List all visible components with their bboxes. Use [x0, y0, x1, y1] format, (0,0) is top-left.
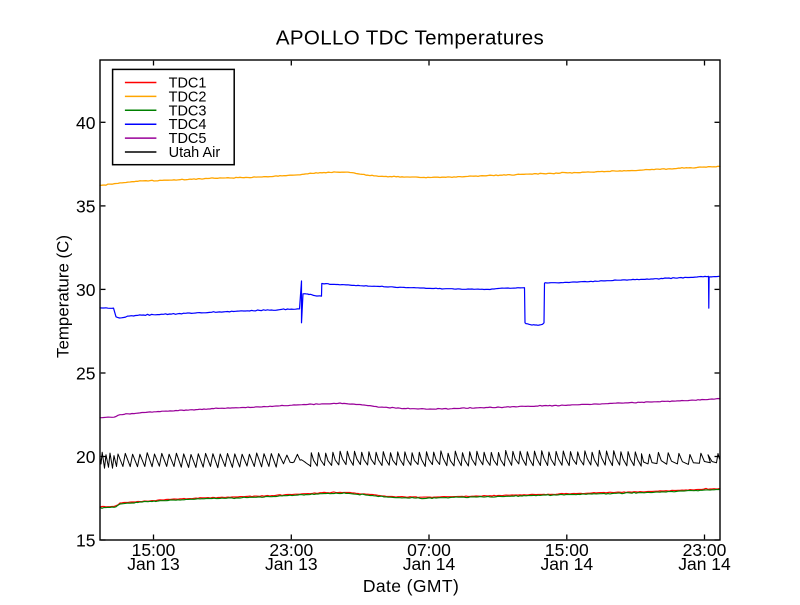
svg-text:Jan 13: Jan 13: [127, 554, 180, 574]
svg-text:TDC5: TDC5: [169, 131, 207, 147]
svg-text:30: 30: [76, 280, 96, 300]
svg-text:TDC3: TDC3: [169, 103, 207, 119]
svg-text:TDC4: TDC4: [169, 117, 207, 133]
svg-text:Utah Air: Utah Air: [169, 145, 221, 161]
svg-text:40: 40: [76, 113, 96, 133]
svg-text:15:00: 15:00: [132, 540, 176, 560]
svg-text:23:00: 23:00: [683, 540, 727, 560]
svg-text:25: 25: [76, 364, 95, 384]
svg-text:07:00: 07:00: [407, 540, 451, 560]
svg-text:35: 35: [76, 196, 95, 216]
svg-text:Jan 13: Jan 13: [265, 554, 318, 574]
svg-text:Jan 14: Jan 14: [541, 554, 594, 574]
svg-text:20: 20: [76, 447, 96, 467]
svg-text:TDC2: TDC2: [169, 89, 207, 105]
svg-text:15: 15: [76, 531, 95, 551]
svg-text:APOLLO TDC Temperatures: APOLLO TDC Temperatures: [276, 27, 544, 50]
svg-text:15:00: 15:00: [545, 540, 589, 560]
svg-text:Temperature (C): Temperature (C): [54, 235, 73, 358]
svg-text:Jan 14: Jan 14: [678, 554, 731, 574]
svg-text:Date (GMT): Date (GMT): [363, 576, 459, 596]
svg-text:23:00: 23:00: [269, 540, 313, 560]
svg-text:Jan 14: Jan 14: [403, 554, 456, 574]
svg-text:TDC1: TDC1: [169, 76, 207, 92]
